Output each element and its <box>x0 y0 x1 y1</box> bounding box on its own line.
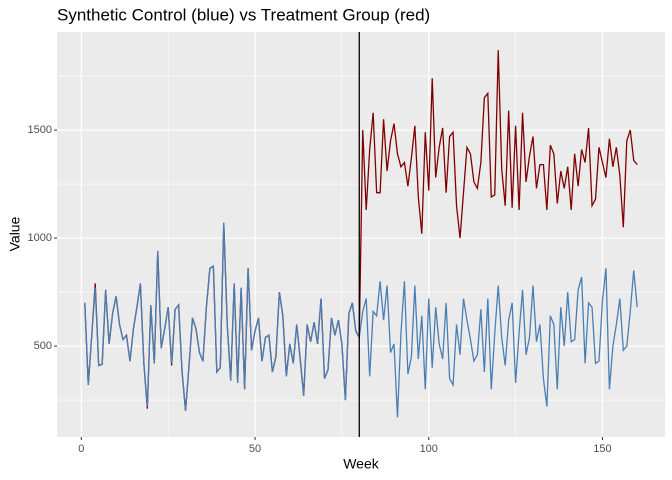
x-tick-label: 100 <box>420 443 438 455</box>
y-tick-label: 1500 <box>28 124 52 136</box>
series-line <box>84 222 638 418</box>
y-tick-label: 500 <box>34 340 52 352</box>
y-axis-label: Value <box>7 216 23 251</box>
x-tick-label: 50 <box>249 443 261 455</box>
x-tick-label: 150 <box>593 443 611 455</box>
chart-title: Synthetic Control (blue) vs Treatment Gr… <box>57 5 430 24</box>
y-tick-label: 1000 <box>28 232 52 244</box>
x-tick-label: 0 <box>78 443 84 455</box>
x-axis-label: Week <box>343 456 380 472</box>
